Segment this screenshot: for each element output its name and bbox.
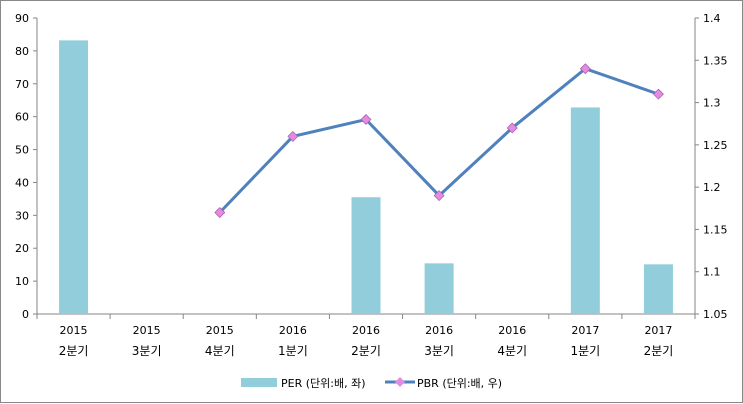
pbr-marker: [360, 114, 372, 125]
per-bar: [59, 40, 89, 315]
x-tick-label: 2016: [279, 324, 307, 337]
legend-pbr-marker: [395, 377, 405, 387]
right-tick-label: 1.4: [703, 12, 721, 25]
left-tick-label: 50: [15, 144, 29, 157]
x-tick-label: 2분기: [351, 344, 381, 358]
pbr-marker: [506, 122, 518, 134]
legend-per-swatch: [241, 378, 277, 387]
x-tick-label: 3분기: [424, 344, 454, 358]
x-tick-label: 1분기: [570, 344, 600, 358]
right-tick-label: 1.2: [703, 181, 721, 194]
left-tick-label: 10: [15, 275, 29, 288]
x-tick-label: 2016: [425, 324, 453, 337]
pbr-marker: [579, 63, 591, 75]
pbr-marker: [214, 207, 226, 218]
right-tick-label: 1.1: [703, 266, 721, 279]
right-tick-label: 1.3: [703, 97, 721, 110]
x-tick-label: 2015: [60, 324, 88, 337]
pbr-marker: [287, 130, 299, 142]
x-tick-label: 3분기: [132, 344, 162, 358]
x-tick-label: 2016: [498, 324, 526, 337]
per-bar: [643, 264, 673, 314]
right-tick-label: 1.05: [703, 308, 728, 321]
x-tick-label: 2016: [352, 324, 380, 337]
legend-per-label: PER (단위:배, 좌): [281, 377, 366, 390]
pbr-marker: [433, 190, 445, 202]
x-tick-label: 2015: [206, 324, 234, 337]
x-tick-label: 2017: [571, 324, 599, 337]
x-tick-label: 2분기: [59, 344, 89, 358]
x-tick-label: 2017: [644, 324, 672, 337]
left-tick-label: 0: [22, 308, 29, 321]
per-bar: [351, 197, 381, 314]
per-bar: [570, 107, 600, 314]
right-tick-label: 1.15: [703, 223, 728, 236]
left-tick-label: 90: [15, 12, 29, 25]
left-tick-label: 30: [15, 209, 29, 222]
left-tick-label: 60: [15, 111, 29, 124]
per-bar: [424, 263, 454, 314]
x-tick-label: 4분기: [205, 344, 235, 358]
x-tick-label: 4분기: [497, 344, 527, 358]
legend-pbr-label: PBR (단위:배, 우): [417, 377, 502, 390]
x-tick-label: 1분기: [278, 344, 308, 358]
left-tick-label: 40: [15, 176, 29, 189]
right-tick-label: 1.25: [703, 139, 728, 152]
right-tick-label: 1.35: [703, 54, 728, 67]
pbr-marker: [653, 88, 664, 100]
left-tick-label: 20: [15, 242, 29, 255]
x-tick-label: 2015: [133, 324, 161, 337]
x-tick-label: 2분기: [644, 344, 674, 358]
left-tick-label: 80: [15, 45, 29, 58]
left-tick-label: 70: [15, 78, 29, 91]
